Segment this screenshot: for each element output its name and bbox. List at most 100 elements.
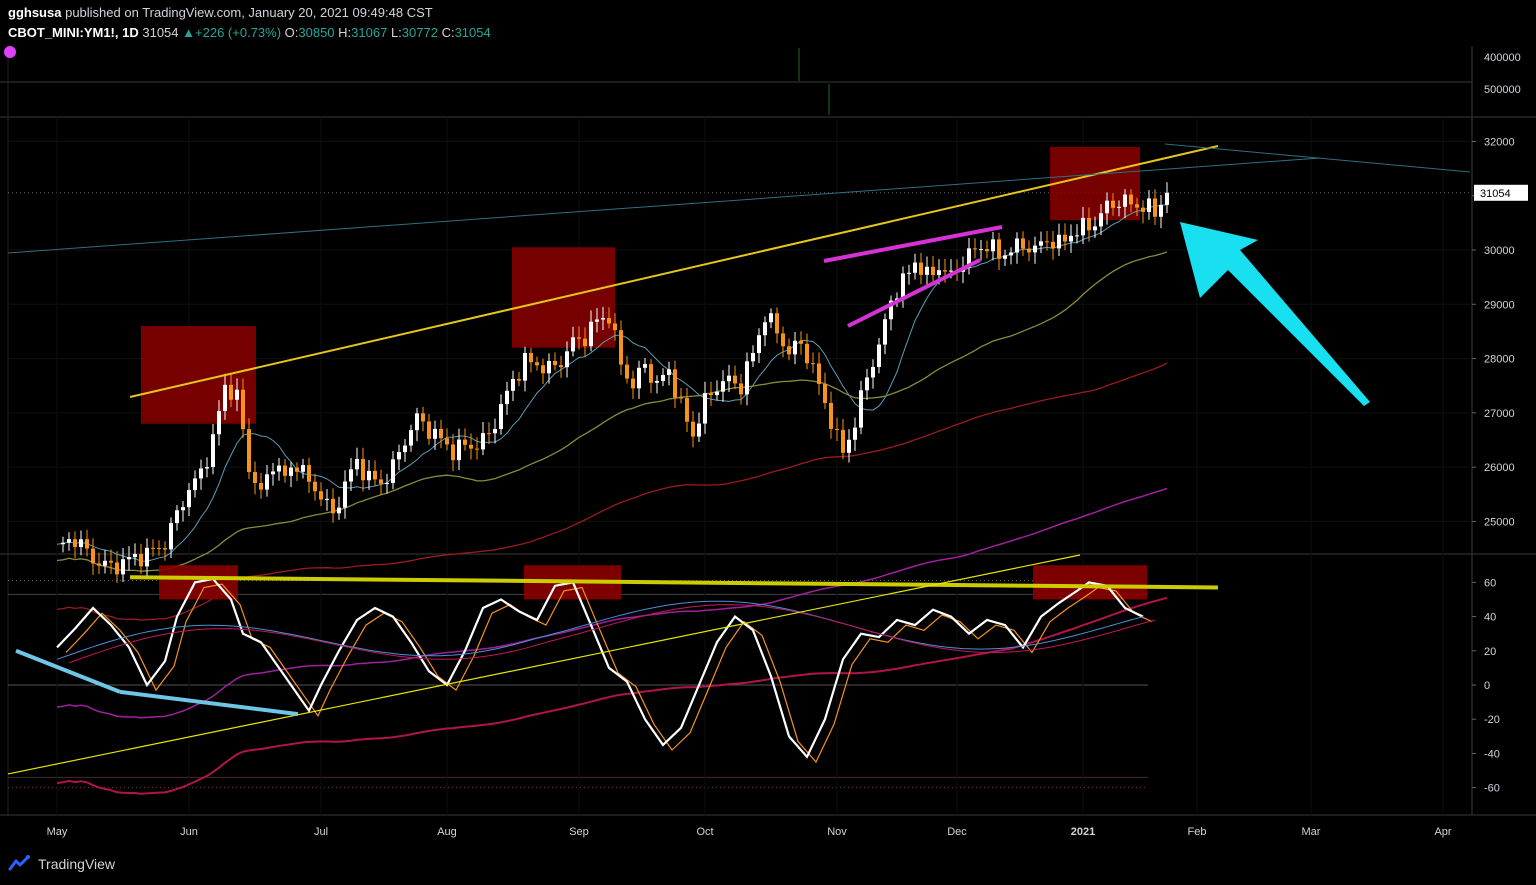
candle-body [199,468,203,479]
candle-body [1027,248,1031,253]
osc-trendline-blue [15,648,121,694]
candle-body [391,459,395,483]
high-label: H: [338,25,352,40]
time-tick-label: Aug [437,826,457,838]
candle-body [271,471,275,475]
candle-body [1105,200,1109,214]
candlesticks [61,182,1169,583]
candle-body [367,470,371,481]
candle-body [307,465,311,482]
candle-body [721,381,725,392]
osc-tick-label: -20 [1484,714,1500,726]
candle-body [385,482,389,484]
candle-body [1075,235,1079,237]
candle-body [247,429,251,473]
time-tick-label: May [47,826,68,838]
time-tick-label: Apr [1434,826,1451,838]
long-trendline-cyan-2 [1164,143,1471,173]
candle-body [433,428,437,439]
candle-body [343,481,347,508]
publisher-name[interactable]: gghsusa [8,5,62,20]
candle-body [619,330,623,365]
candle-body [535,362,539,366]
candle-body [673,369,677,398]
ma-50-line [56,251,1168,572]
candle-body [835,428,839,430]
candle-body [643,364,647,368]
candle-body [409,430,413,446]
candle-body [1015,238,1019,253]
candle-body [691,421,695,437]
candle-body [697,423,701,437]
candle-body [1063,234,1067,242]
candle-body [649,364,653,383]
tradingview-logo[interactable]: TradingView [8,855,115,873]
candle-body [445,438,449,445]
candle-body [991,239,995,252]
candle-body [793,340,797,355]
price-tick-label: 32000 [1484,136,1515,148]
candle-body [187,490,191,508]
candle-body [757,335,761,354]
candle-body [799,340,803,344]
candle-body [889,300,893,320]
candle-body [517,378,521,381]
time-tick-label: Nov [827,826,847,838]
candle-body [169,523,173,550]
candle-body [355,459,359,470]
long-trendline-cyan [7,157,1321,254]
candle-body [583,338,587,347]
candle-body [319,491,323,500]
candle-body [919,262,923,275]
symbol-label[interactable]: CBOT_MINI:YM1!, 1D [8,25,139,40]
oscillator-axis: 60 40 20 0 -20 -40 -60 [1472,577,1500,795]
osc-tick-label: 60 [1484,577,1496,589]
indicator-marker [4,46,16,58]
candle-body [397,452,401,460]
candle-body [979,249,983,251]
candle-body [529,352,533,363]
candle-body [913,262,917,273]
candle-body [511,378,515,391]
price-axis: 25000 26000 27000 28000 29000 30000 32000 [8,136,1515,528]
open-value: 30850 [298,25,335,40]
candle-body [763,322,767,336]
candle-body [661,375,665,382]
chart-canvas[interactable]: 25000 26000 27000 28000 29000 30000 32000 31054… [0,0,1536,846]
candle-body [421,413,425,422]
candle-body [901,273,905,299]
ohlc-legend: CBOT_MINI:YM1!, 1D 31054 ▲+226 (+0.73%) … [8,25,491,40]
price-tick-label: 29000 [1484,299,1515,311]
candle-body [1117,206,1121,208]
candle-body [295,467,299,472]
candle-body [571,337,575,352]
close-value: 31054 [454,25,491,40]
low-label: L: [390,25,402,40]
candle-body [193,478,197,491]
candle-body [883,319,887,345]
candle-body [373,470,377,480]
candle-body [427,421,431,439]
osc-trendline-yellow [7,554,1081,775]
candle-body [415,413,419,431]
candle-body [127,557,131,560]
candle-body [565,351,569,368]
candle-body [349,469,353,482]
candle-body [769,313,773,323]
resistance-trendline [129,145,1219,398]
candle-body [589,321,593,347]
osc-tick-label: 20 [1484,646,1496,658]
candle-body [577,337,581,339]
chart-header: gghsusa published on TradingView.com, Ja… [0,0,1536,46]
annotation-arrow [1180,222,1370,406]
low-value: 30772 [401,25,438,40]
candle-body [1147,198,1151,212]
chart-background [0,46,1536,846]
candle-body [625,364,629,379]
candle-body [211,434,215,467]
candle-body [325,498,329,500]
candle-body [175,510,179,524]
candle-body [685,398,689,422]
candle-body [457,439,461,461]
candle-body [559,365,563,368]
